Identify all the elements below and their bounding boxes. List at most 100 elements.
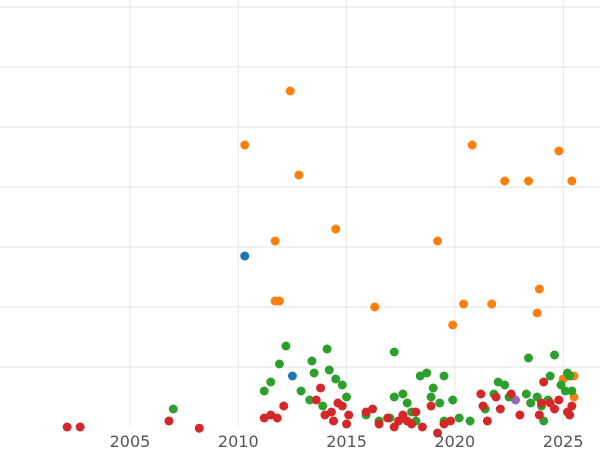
data-point	[272, 413, 282, 423]
data-point	[329, 416, 339, 426]
data-point	[281, 341, 291, 351]
data-point	[368, 404, 378, 414]
data-point	[168, 404, 178, 414]
data-point	[495, 404, 505, 414]
data-point	[294, 170, 304, 180]
data-point	[426, 392, 436, 402]
data-point	[307, 356, 317, 366]
data-point	[491, 392, 501, 402]
data-point	[326, 407, 336, 417]
data-point	[311, 395, 321, 405]
series-3	[168, 341, 577, 426]
data-point	[296, 386, 306, 396]
data-point	[316, 383, 326, 393]
data-point	[448, 395, 458, 405]
data-point	[398, 389, 408, 399]
data-points	[62, 86, 579, 438]
data-point	[62, 422, 72, 432]
data-point	[506, 389, 516, 399]
data-point	[539, 377, 549, 387]
data-point	[389, 347, 399, 357]
data-point	[194, 423, 204, 433]
data-point	[487, 299, 497, 309]
data-point	[279, 401, 289, 411]
data-point	[500, 380, 510, 390]
data-point	[285, 86, 295, 96]
data-point	[259, 386, 269, 396]
data-point	[454, 413, 464, 423]
data-point	[337, 380, 347, 390]
data-point	[402, 398, 412, 408]
series-1	[240, 251, 297, 381]
x-tick-label: 2015	[326, 432, 367, 450]
data-point	[560, 386, 570, 396]
data-point	[331, 374, 341, 384]
data-point	[567, 176, 577, 186]
data-point	[342, 392, 352, 402]
grid	[0, 0, 600, 427]
data-point	[411, 407, 421, 417]
data-point	[448, 320, 458, 330]
data-point	[515, 410, 525, 420]
data-point	[476, 389, 486, 399]
data-point	[524, 353, 534, 363]
data-point	[309, 368, 319, 378]
data-point	[534, 410, 544, 420]
data-point	[521, 389, 531, 399]
data-point	[287, 371, 297, 381]
data-point	[324, 365, 334, 375]
data-point	[550, 404, 560, 414]
data-point	[526, 398, 536, 408]
data-point	[500, 176, 510, 186]
data-point	[545, 371, 555, 381]
data-point	[467, 140, 477, 150]
data-point	[532, 308, 542, 318]
data-point	[435, 398, 445, 408]
data-point	[524, 176, 534, 186]
data-point	[465, 416, 475, 426]
data-point	[240, 251, 250, 261]
data-point	[534, 284, 544, 294]
data-point	[337, 401, 347, 411]
data-point	[554, 395, 564, 405]
data-point	[422, 368, 432, 378]
x-tick-label: 2025	[543, 432, 584, 450]
series-4	[62, 377, 577, 438]
data-point	[318, 401, 328, 411]
data-point	[433, 236, 443, 246]
data-point	[240, 140, 250, 150]
data-point	[274, 359, 284, 369]
data-point	[374, 419, 384, 429]
data-point	[459, 299, 469, 309]
data-point	[342, 419, 352, 429]
data-point	[75, 422, 85, 432]
data-point	[305, 395, 315, 405]
data-point	[439, 371, 449, 381]
data-point	[274, 296, 284, 306]
data-point	[446, 416, 456, 426]
data-point	[565, 371, 575, 381]
data-point	[554, 146, 564, 156]
data-point	[537, 398, 547, 408]
data-point	[417, 422, 427, 432]
data-point	[482, 416, 492, 426]
data-point	[426, 401, 436, 411]
data-point	[567, 386, 577, 396]
x-axis-ticks: 2005 2010 2015 2020 2025	[110, 432, 584, 450]
data-point	[164, 416, 174, 426]
x-tick-label: 2010	[218, 432, 259, 450]
data-point	[565, 410, 575, 420]
data-point	[270, 236, 280, 246]
x-tick-label: 2005	[110, 432, 151, 450]
data-point	[433, 428, 443, 438]
data-point	[428, 383, 438, 393]
data-point	[383, 413, 393, 423]
data-point	[407, 419, 417, 429]
data-point	[322, 344, 332, 354]
data-point	[266, 377, 276, 387]
data-point	[389, 392, 399, 402]
data-point	[550, 350, 560, 360]
data-point	[567, 401, 577, 411]
x-tick-label: 2020	[435, 432, 476, 450]
